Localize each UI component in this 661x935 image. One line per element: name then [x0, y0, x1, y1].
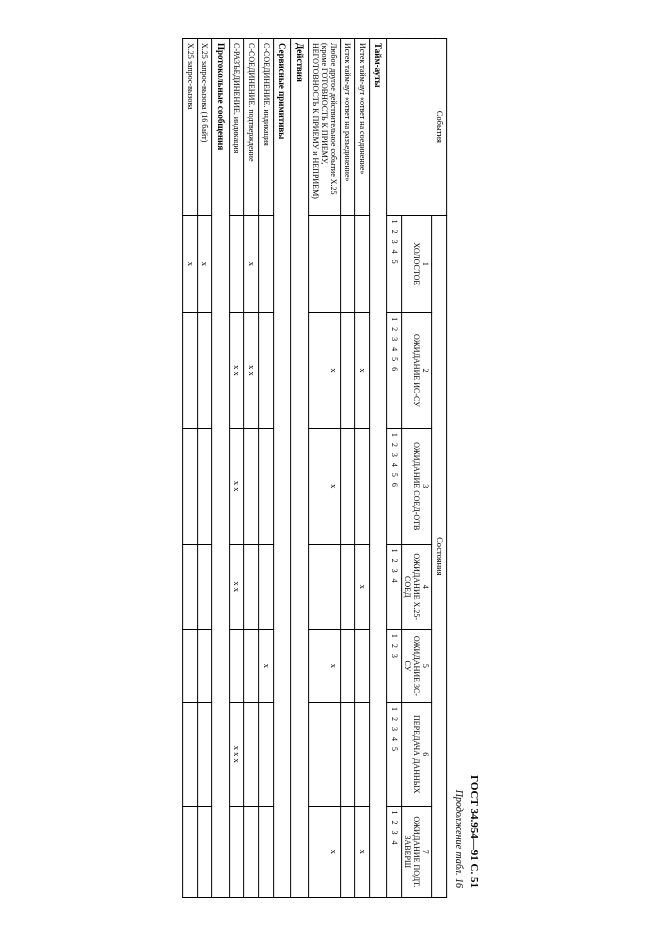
table-row: X.25 запрос-вызова (16 байт) x [197, 38, 212, 897]
table-row: С-СОЕДИНЕНИЕ. индикация x [258, 38, 273, 897]
table-row: X.25 запрос-вызова x [182, 38, 197, 897]
section-primitives: Сервисные примитивы [273, 38, 290, 897]
table-caption: Продолжение табл. 16 [453, 38, 464, 898]
doc-header: ГОСТ 34.954—91 С. 51 [468, 38, 480, 898]
section-timeouts: Тайм-ауты [369, 38, 386, 897]
table-row: С-СОЕДИНЕНИЕ. подтверждение x x x [244, 38, 259, 897]
table-row: С-РАЗЪЕДИНЕНИЕ. индикация x x x x x x x … [229, 38, 244, 897]
section-protocol: Протокольные сообщения [211, 38, 228, 897]
table-row: Истек тайм-аут «ответ на соединение» x x… [354, 38, 369, 897]
section-actions: Действия [290, 38, 307, 897]
states-header: Состояния [431, 215, 446, 897]
table-row: Истек тайм-аут «ответ на разъединение» [340, 38, 354, 897]
state-table: События Состояния 1ХОЛОСТОЕ 2ОЖИДАНИЕ ИС… [181, 38, 446, 898]
events-header: События [387, 38, 447, 215]
table-row: Любое другое действительное событие X.25… [308, 38, 341, 897]
